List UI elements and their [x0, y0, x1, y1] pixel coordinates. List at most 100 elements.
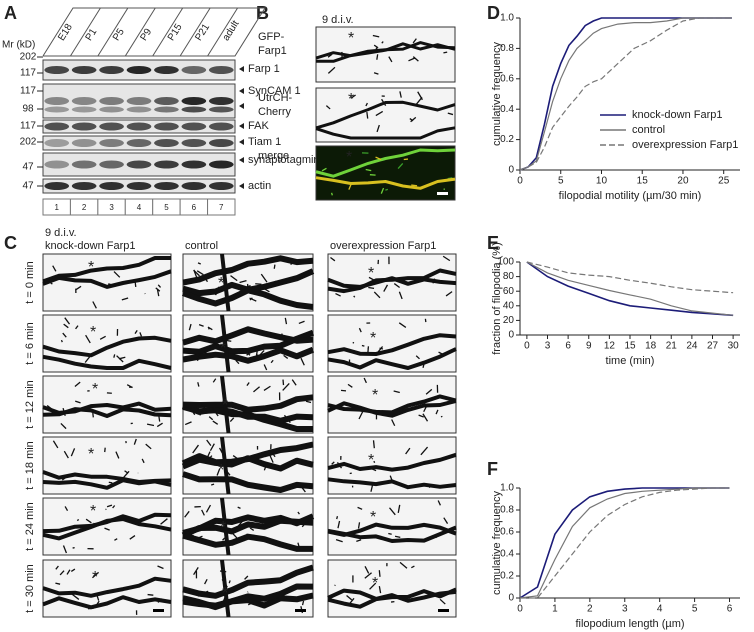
blot-band	[154, 97, 179, 105]
blot-label: Farp 1	[248, 63, 280, 75]
filopodium	[301, 521, 308, 528]
dendrite	[220, 314, 231, 373]
time-label: t = 24 min	[24, 502, 36, 551]
filopodium	[398, 291, 403, 300]
filopodium	[378, 570, 381, 577]
filopodium	[301, 487, 306, 493]
filopodium	[75, 325, 79, 330]
filopodium	[348, 597, 355, 606]
filopodium	[365, 168, 372, 172]
filopodium	[70, 568, 76, 573]
x-tick-label: 6	[565, 341, 571, 352]
series-line	[519, 17, 732, 171]
blot-label: actin	[248, 180, 271, 192]
filopodium	[375, 156, 382, 161]
dendrite	[182, 513, 315, 536]
filopodium	[85, 334, 91, 344]
dendrite	[315, 176, 456, 190]
filopodium	[112, 505, 116, 509]
blot-band	[126, 182, 152, 190]
filopodium	[70, 448, 76, 457]
lane-divider	[152, 7, 184, 57]
filopodium	[208, 525, 215, 529]
filopodium	[297, 596, 303, 599]
neurites	[181, 436, 314, 495]
filopodium	[92, 412, 94, 418]
neurites	[315, 148, 456, 196]
blot-band	[44, 182, 70, 190]
asterisk: *	[218, 275, 224, 292]
x-tick-label: 5	[558, 176, 564, 187]
lane-number: 1	[54, 203, 59, 212]
y-tick-label: 0	[508, 165, 514, 176]
filopodium	[208, 416, 214, 421]
filopodium	[196, 270, 204, 276]
dendrite	[181, 402, 314, 424]
filopodium	[331, 461, 335, 465]
filopodium	[59, 570, 65, 576]
filopodium	[62, 545, 68, 554]
filopodium	[282, 597, 288, 602]
band-arrow	[239, 88, 244, 94]
dendrite	[220, 253, 231, 312]
mw-marker: 47	[22, 162, 34, 173]
y-tick-label: 20	[503, 315, 515, 326]
x-tick-label: 25	[718, 176, 730, 187]
x-tick-label: 20	[677, 176, 689, 187]
blot-band	[126, 66, 152, 74]
asterisk: *	[220, 340, 226, 357]
filopodium	[377, 346, 384, 353]
asterisk: *	[92, 569, 98, 586]
filopodium	[388, 56, 393, 63]
filopodium	[442, 255, 451, 262]
div-label: 9 d.i.v.	[45, 227, 77, 239]
filopodium	[364, 572, 372, 579]
filopodium	[192, 444, 199, 454]
dendrite	[182, 346, 315, 364]
series-line	[520, 487, 730, 599]
legend-label: control	[632, 124, 665, 136]
asterisk: *	[370, 330, 376, 347]
time-label: t = 6 min	[24, 322, 36, 365]
filopodium	[247, 601, 254, 606]
x-tick-label: 10	[596, 176, 608, 187]
neurites	[42, 504, 172, 554]
filopodium	[155, 287, 161, 292]
y-tick-label: 0.4	[500, 549, 514, 560]
filopodium	[409, 118, 414, 122]
filopodium	[237, 506, 241, 509]
lane-label: P21	[193, 22, 212, 43]
y-tick-label: 1.0	[500, 13, 514, 24]
filopodium	[443, 517, 449, 524]
lane-divider	[179, 7, 211, 57]
filopodium	[438, 351, 445, 356]
dendrite	[42, 595, 172, 610]
filopodium	[298, 320, 305, 325]
filopodium	[284, 317, 288, 325]
filopodium	[399, 91, 402, 98]
filopodium	[201, 509, 205, 516]
y-axis-label: cumulative frequency	[491, 491, 503, 595]
lane-divider	[70, 7, 101, 57]
filopodium	[435, 536, 438, 539]
axis-line	[519, 488, 740, 599]
filopodium	[92, 522, 95, 529]
blot-label: synaptotagmin 1	[248, 154, 329, 166]
filopodium	[63, 323, 69, 329]
blot-band	[208, 106, 234, 113]
filopodium	[273, 264, 276, 269]
filopodium	[118, 356, 126, 360]
filopodium	[408, 57, 416, 62]
x-tick-label: 15	[637, 176, 649, 187]
band-arrow	[239, 123, 244, 129]
filopodium	[246, 382, 250, 387]
dendrite	[315, 148, 456, 178]
filopodium	[375, 47, 380, 53]
filopodium	[104, 527, 110, 531]
asterisk: *	[348, 91, 354, 108]
filopodium	[393, 390, 400, 394]
neurites	[42, 381, 172, 430]
x-tick-label: 9	[586, 341, 592, 352]
filopodium	[76, 518, 80, 522]
filopodium	[60, 422, 67, 430]
